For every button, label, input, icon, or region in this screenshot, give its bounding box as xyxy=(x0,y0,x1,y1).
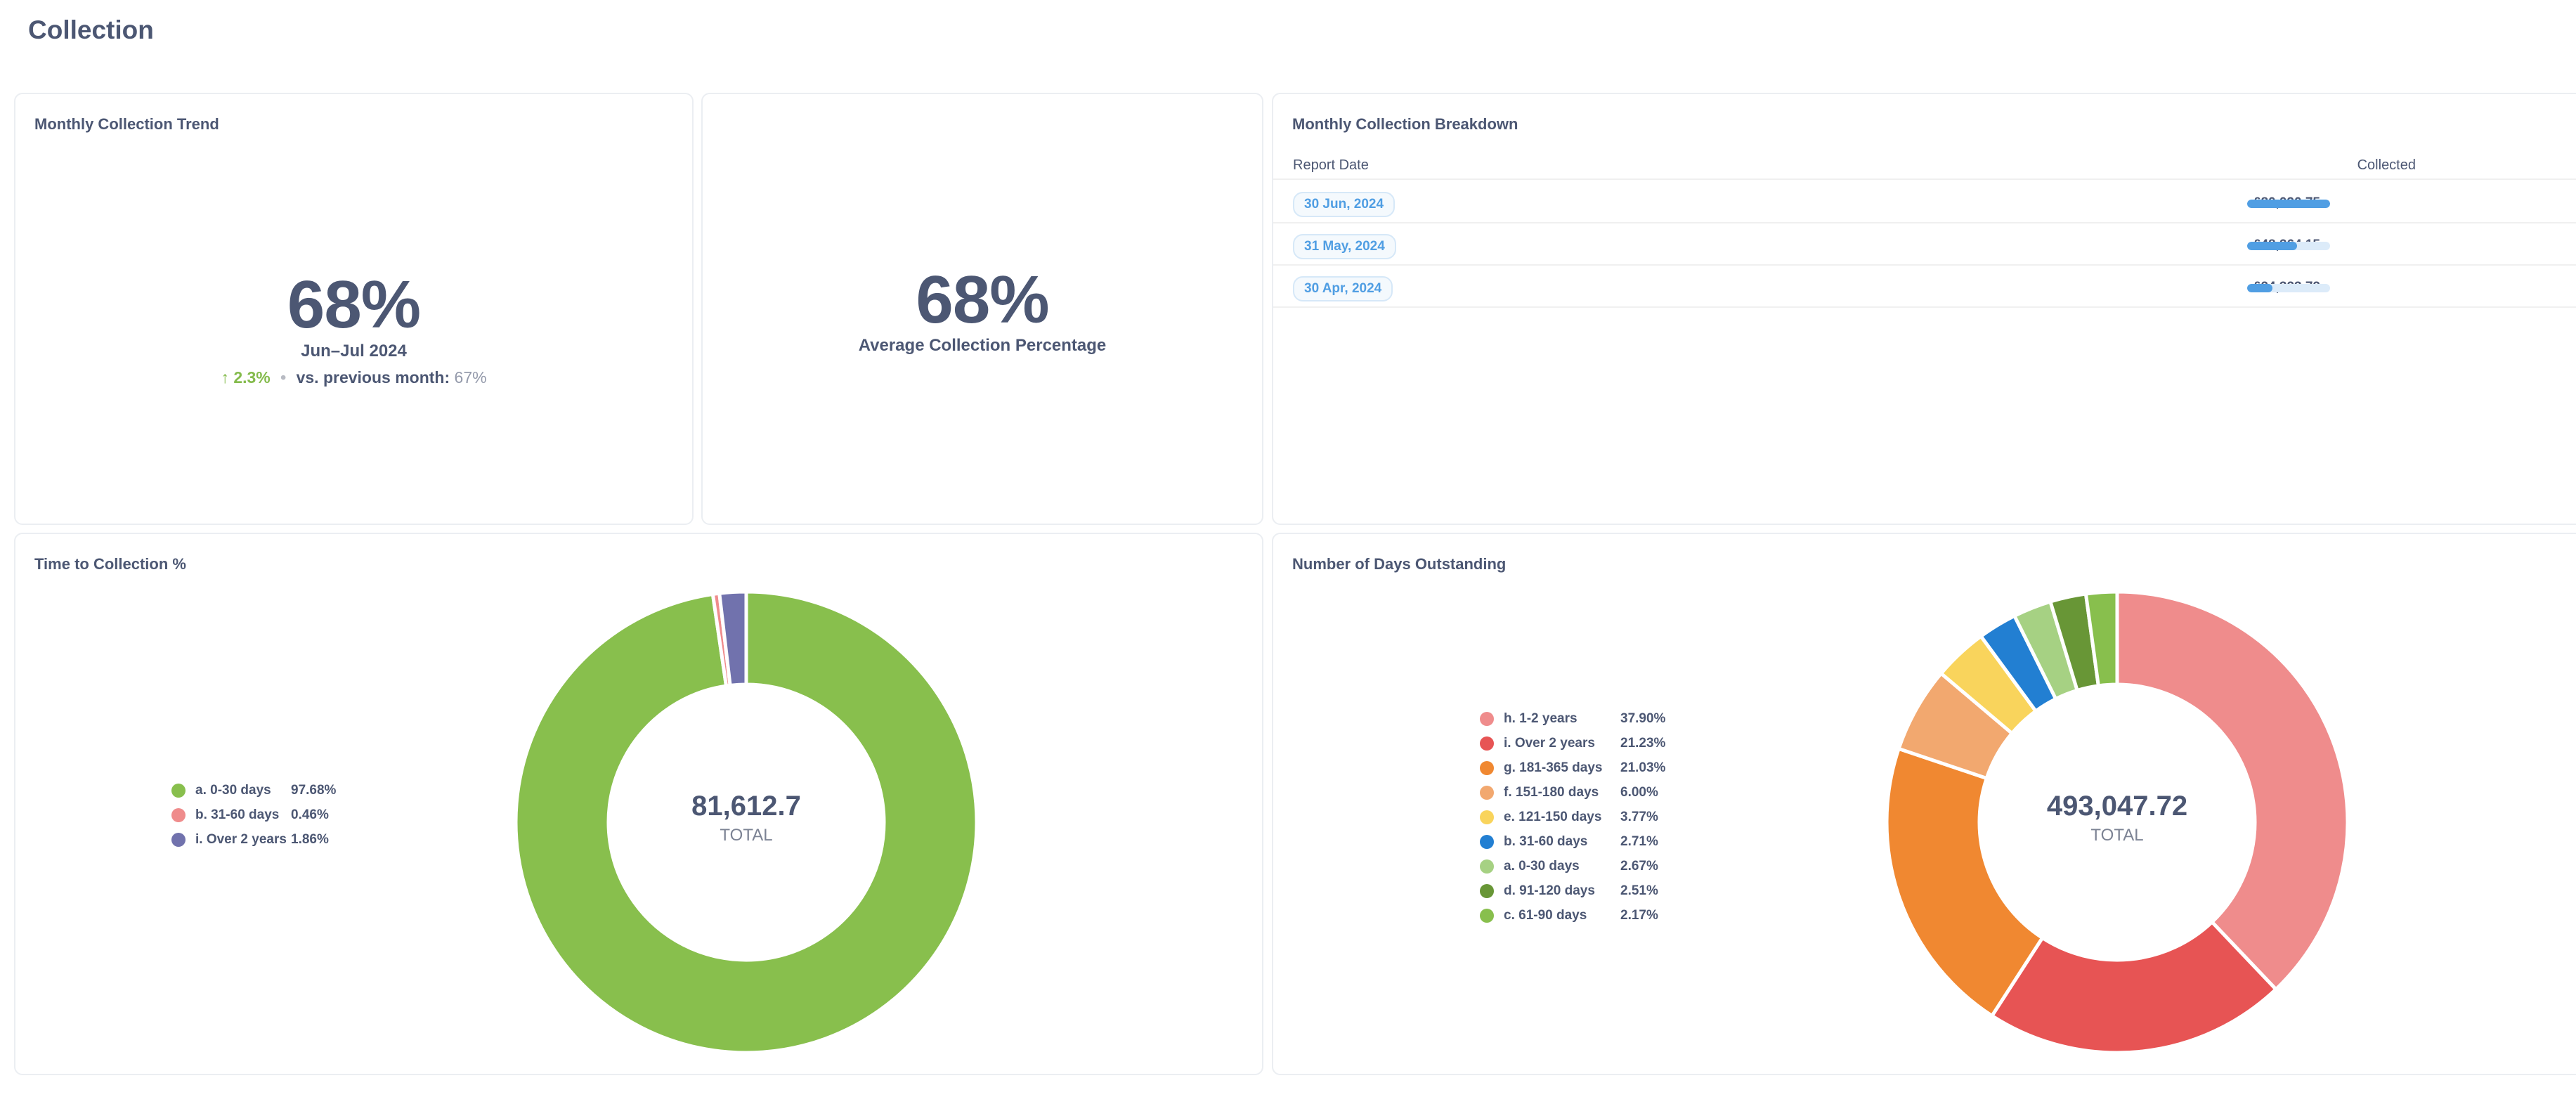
legend-percentage: 97.68% xyxy=(291,783,337,798)
legend-item[interactable]: e. 121-150 days 3.77% xyxy=(1480,805,1684,830)
legend-item[interactable]: a. 0-30 days 2.67% xyxy=(1480,855,1684,879)
collected-bar-track xyxy=(2247,242,2330,250)
donut-slice[interactable] xyxy=(514,590,979,1055)
legend-label: b. 31-60 days xyxy=(1504,834,1588,849)
legend-item[interactable]: h. 1-2 years 37.90% xyxy=(1480,707,1684,732)
days-outstanding-total-value: 493,047.72 xyxy=(2046,791,2188,822)
legend-swatch xyxy=(1480,761,1494,775)
days-outstanding-card[interactable]: Number of Days Outstanding h. 1-2 years 3… xyxy=(1272,533,2576,1075)
comparison-label: vs. previous month: xyxy=(296,368,450,387)
days-outstanding-total-label: TOTAL xyxy=(2090,826,2144,845)
legend-label: g. 181-365 days xyxy=(1504,760,1603,775)
trend-comparison: ↑ 2.3% • vs. previous month: 67% xyxy=(15,368,692,387)
legend-item[interactable]: b. 31-60 days 0.46% xyxy=(171,803,361,828)
legend-swatch xyxy=(171,784,186,798)
report-date-pill[interactable]: 30 Apr, 2024 xyxy=(1293,276,1393,301)
legend-swatch xyxy=(1480,859,1494,874)
trend-period: Jun–Jul 2024 xyxy=(301,342,407,361)
report-date-pill[interactable]: 31 May, 2024 xyxy=(1293,234,1396,259)
time-to-collection-total-value: 81,612.7 xyxy=(691,791,801,822)
collected-bar-track xyxy=(2247,284,2330,292)
legend-percentage: 0.46% xyxy=(291,807,329,822)
donut-slice[interactable] xyxy=(717,590,748,688)
table-row[interactable]: 30 Apr, 2024£24,323.72 xyxy=(1273,266,2576,308)
legend-percentage: 2.67% xyxy=(1620,859,1658,874)
legend-label: f. 151-180 days xyxy=(1504,785,1599,800)
legend-label: b. 31-60 days xyxy=(195,807,280,822)
arrow-up-icon: ↑ xyxy=(221,368,229,387)
legend-percentage: 2.17% xyxy=(1620,908,1658,923)
legend-swatch xyxy=(1480,712,1494,726)
average-label: Average Collection Percentage xyxy=(858,336,1107,355)
legend-percentage: 2.71% xyxy=(1620,834,1658,849)
donut-slice[interactable] xyxy=(2115,590,2350,992)
legend-item[interactable]: b. 31-60 days 2.71% xyxy=(1480,830,1684,855)
legend-swatch xyxy=(171,833,186,847)
time-to-collection-donut[interactable] xyxy=(507,583,985,1061)
legend-percentage: 1.86% xyxy=(291,832,329,847)
legend-label: i. Over 2 years xyxy=(1504,736,1595,751)
days-outstanding-title[interactable]: Number of Days Outstanding xyxy=(1292,555,1507,573)
legend-label: c. 61-90 days xyxy=(1504,908,1587,923)
legend-label: e. 121-150 days xyxy=(1504,810,1602,824)
comparison-value: 67% xyxy=(454,368,487,387)
average-value: 68% xyxy=(916,262,1049,337)
legend-label: a. 0-30 days xyxy=(1504,859,1580,874)
legend-swatch xyxy=(1480,909,1494,923)
time-to-collection-total-label: TOTAL xyxy=(720,826,773,845)
legend-label: d. 91-120 days xyxy=(1504,883,1595,898)
trend-value: 68% xyxy=(287,267,421,342)
donut-slice[interactable] xyxy=(2083,590,2119,688)
separator-dot: • xyxy=(280,368,287,387)
legend-item[interactable]: d. 91-120 days 2.51% xyxy=(1480,879,1684,904)
legend-swatch xyxy=(1480,736,1494,751)
legend-percentage: 3.77% xyxy=(1620,810,1658,824)
legend-percentage: 6.00% xyxy=(1620,785,1658,800)
collected-bar-fill xyxy=(2247,242,2298,250)
legend-item[interactable]: i. Over 2 years 1.86% xyxy=(171,828,361,852)
legend-item[interactable]: f. 151-180 days 6.00% xyxy=(1480,781,1684,805)
page-title: Collection xyxy=(28,15,154,44)
breakdown-card[interactable]: Monthly Collection Breakdown Report Date… xyxy=(1272,93,2576,525)
table-row[interactable]: 30 Jun, 2024£80,090.75 xyxy=(1273,181,2576,223)
column-header-report-date[interactable]: Report Date xyxy=(1293,157,1369,173)
legend-swatch xyxy=(1480,810,1494,824)
table-row[interactable]: 31 May, 2024£48,264.15 xyxy=(1273,223,2576,266)
donut-slice[interactable] xyxy=(1885,746,2045,1018)
column-header-collected[interactable]: Collected xyxy=(2357,157,2416,173)
donut-slice[interactable] xyxy=(1989,919,2279,1055)
trend-card-title[interactable]: Monthly Collection Trend xyxy=(34,115,219,133)
trend-card[interactable]: Monthly Collection Trend 68% Jun–Jul 202… xyxy=(14,93,694,525)
legend-label: h. 1-2 years xyxy=(1504,711,1578,726)
time-to-collection-legend: a. 0-30 days 97.68% b. 31-60 days 0.46% i. O… xyxy=(171,779,361,852)
breakdown-card-title[interactable]: Monthly Collection Breakdown xyxy=(1292,115,1518,133)
average-card[interactable]: 68% Average Collection Percentage xyxy=(701,93,1263,525)
days-outstanding-legend: h. 1-2 years 37.90% i. Over 2 years 21.23% g… xyxy=(1480,707,1684,928)
collected-bar-track xyxy=(2247,200,2330,208)
legend-item[interactable]: a. 0-30 days 97.68% xyxy=(171,779,361,803)
table-header: Report Date Collected xyxy=(1273,149,2576,180)
trend-change: 2.3% xyxy=(233,368,271,387)
report-date-pill[interactable]: 30 Jun, 2024 xyxy=(1293,192,1396,217)
legend-label: a. 0-30 days xyxy=(195,783,271,798)
collected-bar-fill xyxy=(2247,284,2272,292)
collected-bar-fill xyxy=(2247,200,2330,208)
legend-swatch xyxy=(1480,835,1494,849)
legend-item[interactable]: i. Over 2 years 21.23% xyxy=(1480,732,1684,756)
legend-swatch xyxy=(1480,786,1494,800)
time-to-collection-title[interactable]: Time to Collection % xyxy=(34,555,186,573)
legend-percentage: 2.51% xyxy=(1620,883,1658,898)
legend-percentage: 21.23% xyxy=(1620,736,1666,751)
days-outstanding-donut[interactable] xyxy=(1878,583,2356,1061)
legend-swatch xyxy=(1480,884,1494,898)
legend-percentage: 37.90% xyxy=(1620,711,1666,726)
legend-swatch xyxy=(171,808,186,822)
legend-item[interactable]: g. 181-365 days 21.03% xyxy=(1480,756,1684,781)
legend-item[interactable]: c. 61-90 days 2.17% xyxy=(1480,904,1684,928)
legend-percentage: 21.03% xyxy=(1620,760,1666,775)
time-to-collection-card[interactable]: Time to Collection % a. 0-30 days 97.68% b… xyxy=(14,533,1263,1075)
legend-label: i. Over 2 years xyxy=(195,832,287,847)
